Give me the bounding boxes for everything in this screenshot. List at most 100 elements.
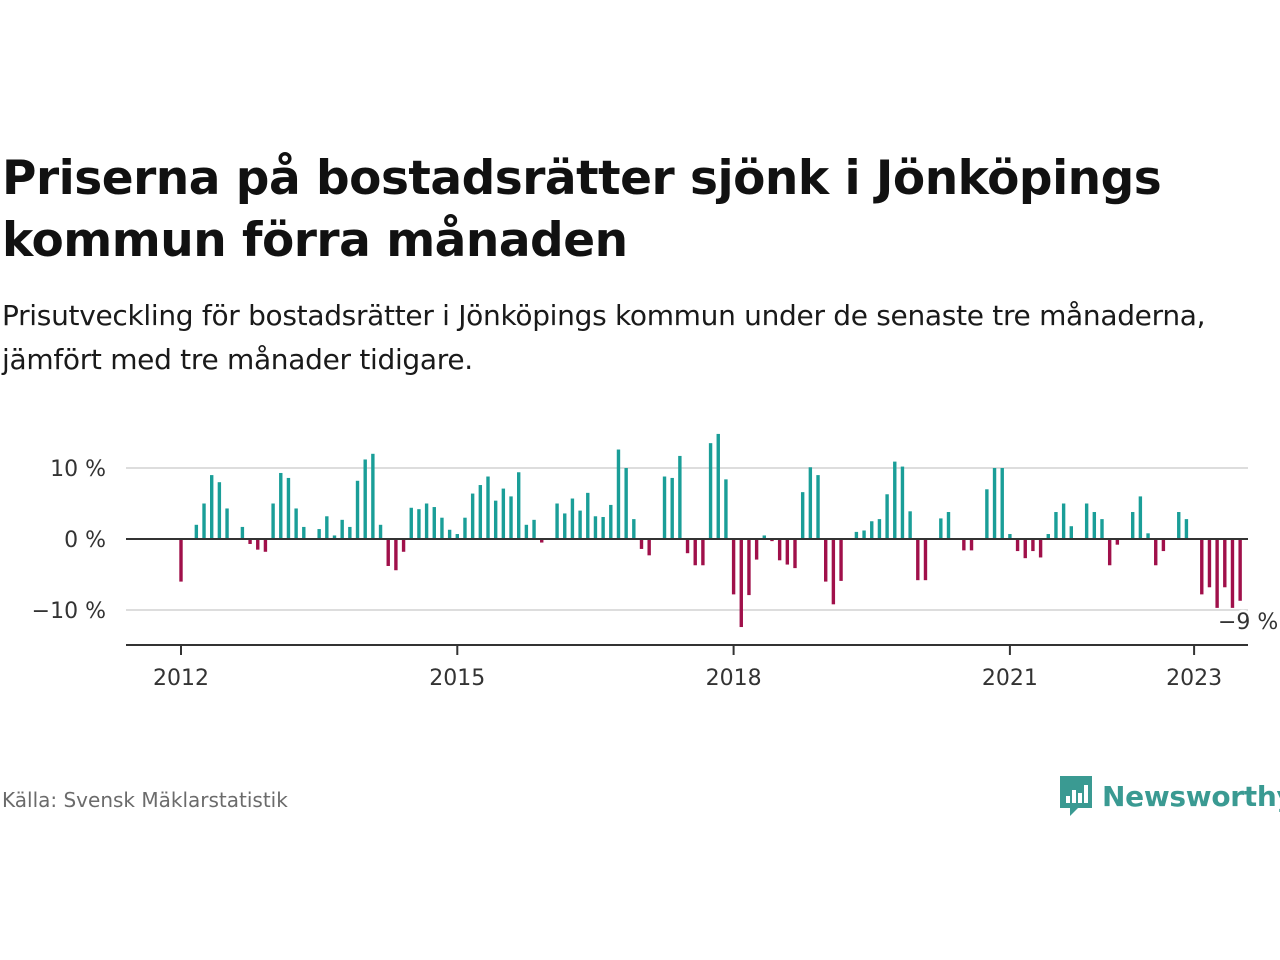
bar: [424, 503, 429, 539]
bar: [923, 539, 928, 581]
y-tick-label: 0 %: [64, 528, 106, 553]
bar: [647, 539, 651, 556]
bar: [708, 443, 713, 539]
bar: [601, 516, 605, 539]
x-tick-label: 2015: [429, 666, 485, 691]
bar: [417, 509, 421, 539]
bar: [294, 508, 298, 539]
bar: [701, 539, 705, 566]
bar: [302, 526, 306, 539]
chart-subtitle: Prisutveckling för bostadsrätter i Jönkö…: [2, 299, 1206, 376]
bar: [578, 510, 582, 539]
bar: [808, 467, 813, 539]
bar: [754, 539, 759, 560]
bar: [831, 539, 836, 605]
bar: [747, 539, 751, 596]
bar: [509, 496, 513, 539]
bar: [1154, 539, 1158, 566]
y-tick-label: 10 %: [50, 457, 106, 482]
bar: [1061, 503, 1066, 539]
bar: [355, 480, 360, 539]
bar: [624, 468, 628, 539]
bar: [854, 531, 859, 539]
bar: [1100, 519, 1104, 539]
bar: [785, 539, 790, 565]
bar: [371, 453, 375, 539]
bar: [1015, 539, 1020, 552]
bar: [762, 535, 766, 539]
bar: [470, 493, 475, 539]
bar: [486, 476, 490, 539]
bar: [870, 521, 874, 539]
bar: [685, 539, 690, 554]
bar: [793, 539, 797, 569]
bar: [240, 526, 245, 539]
bar: [401, 539, 406, 552]
bar: [985, 489, 989, 539]
x-tick-label: 2018: [706, 666, 762, 691]
bar: [570, 498, 575, 539]
bar: [877, 519, 882, 539]
bar: [271, 503, 275, 539]
last-value-label: −9 %: [1218, 610, 1278, 635]
bar: [770, 539, 774, 542]
bar: [463, 517, 467, 539]
bar: [777, 539, 782, 561]
bar: [962, 539, 966, 551]
bar: [409, 507, 413, 539]
bar: [532, 519, 536, 539]
bar: [386, 539, 390, 566]
bar: [1092, 512, 1097, 539]
bar: [678, 455, 682, 539]
bar: [1107, 539, 1112, 566]
bar: [1115, 539, 1120, 545]
bar: [885, 494, 889, 539]
chart-title: Priserna på bostadsrätter sjönk i Jönköp…: [2, 151, 1162, 268]
bar: [1008, 534, 1012, 539]
bar: [716, 433, 720, 539]
y-tick-label: −10 %: [32, 599, 106, 624]
x-tick-label: 2023: [1166, 666, 1222, 691]
bar: [363, 459, 367, 539]
gridlines: [126, 467, 1248, 611]
bar: [540, 539, 544, 543]
bar: [816, 475, 820, 539]
bar: [609, 504, 613, 539]
bar: [455, 534, 459, 539]
bar: [586, 492, 590, 539]
bar: [348, 526, 352, 539]
bar: [693, 539, 697, 566]
source-note: Källa: Svensk Mäklarstatistik: [2, 788, 288, 812]
bar: [263, 539, 268, 552]
bar: [632, 519, 636, 539]
bar: [394, 539, 398, 571]
bar: [447, 529, 452, 539]
bar: [1238, 539, 1242, 601]
bar: [893, 461, 897, 539]
bar: [555, 503, 559, 539]
bar: [279, 472, 283, 539]
bar: [616, 449, 621, 539]
bar: [1000, 468, 1004, 539]
bar: [1069, 526, 1073, 539]
brand-name: Newsworthy: [1102, 779, 1280, 813]
x-tick-label: 2012: [153, 666, 209, 691]
bar: [217, 482, 222, 539]
bar: [800, 492, 805, 539]
newsworthy-logo-icon: [1060, 776, 1092, 816]
brand-logo[interactable]: Newsworthy: [1058, 774, 1280, 818]
bar: [478, 485, 483, 539]
bar: [1046, 534, 1050, 539]
bar: [194, 524, 199, 539]
bar: [916, 539, 920, 581]
bar: [969, 539, 974, 551]
bar: [1230, 539, 1235, 608]
bar: [662, 476, 667, 539]
bar: [670, 477, 674, 539]
bar: [493, 500, 498, 539]
bar: [524, 524, 529, 539]
bar: [992, 468, 997, 539]
bar: [593, 516, 598, 539]
bar: [1223, 539, 1227, 588]
bar: [1031, 539, 1035, 552]
